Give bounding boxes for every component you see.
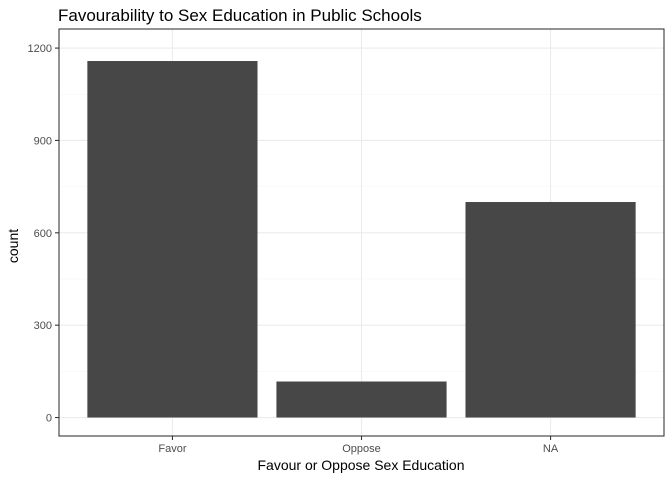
y-tick-label: 1200 — [28, 43, 52, 55]
y-tick-label: 900 — [34, 135, 52, 147]
x-tick-label: Favor — [158, 443, 186, 455]
x-tick-label: Oppose — [342, 443, 381, 455]
x-tick-label: NA — [543, 443, 559, 455]
y-axis: 0 300 600 900 1200 — [28, 43, 59, 425]
bar-na — [465, 202, 636, 418]
y-tick-label: 600 — [34, 228, 52, 240]
chart-title: Favourability to Sex Education in Public… — [58, 6, 422, 25]
y-tick-label: 0 — [46, 413, 52, 425]
x-axis: Favor Oppose NA — [158, 436, 559, 455]
bars — [87, 61, 636, 418]
bar-oppose — [276, 381, 447, 418]
x-axis-title: Favour or Oppose Sex Education — [257, 457, 464, 473]
y-axis-title: count — [5, 229, 21, 263]
bar-favor — [87, 61, 258, 418]
y-tick-label: 300 — [34, 320, 52, 332]
plot-panel — [58, 28, 665, 437]
